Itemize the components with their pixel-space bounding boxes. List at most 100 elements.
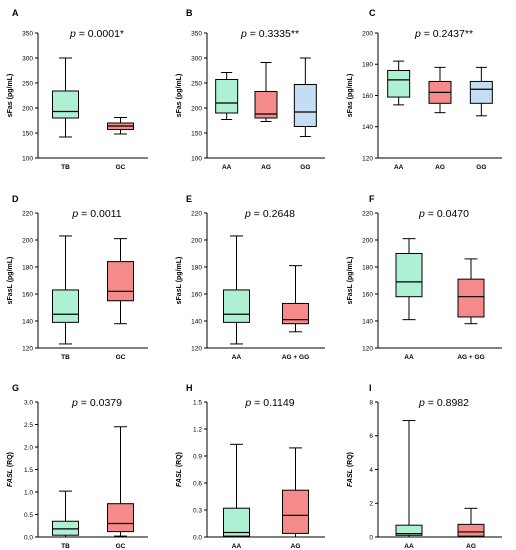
box-aa: [387, 60, 411, 106]
box-gc: [107, 117, 134, 135]
chart-panel-e: Ep = 0.2648 120 140 160 180 200 220 sFasL (pg/m…: [176, 194, 325, 361]
y-tick-label: 300: [22, 55, 33, 62]
box-tb: [52, 490, 79, 538]
p-value-text: = 0.0379: [78, 397, 122, 409]
panel-letter: G: [12, 383, 19, 393]
y-tick-label: 160: [362, 93, 373, 100]
y-tick-label: 0.0: [193, 534, 202, 541]
y-tick-label: 150: [22, 130, 33, 137]
p-value-text: = 0.0470: [425, 208, 469, 220]
panel-letter: A: [12, 8, 19, 18]
unit: (RQ): [7, 452, 14, 469]
y-axis-label: FASL (RQ): [7, 452, 14, 487]
chart-panel-g: Gp = 0.0379 0.0 0.5 1.0 1.5 2.0 2.5 3.0 FASL (RQ…: [7, 383, 148, 550]
x-category-label: TB: [61, 164, 70, 171]
p-value-label: p = 0.2648: [244, 208, 295, 220]
box-tb: [52, 235, 79, 345]
y-tick-label: 220: [362, 210, 373, 217]
box-ag: [254, 62, 278, 122]
iqr-box: [469, 80, 493, 104]
y-tick-label: 2: [369, 501, 373, 508]
box-ag: [282, 447, 309, 538]
iqr-box: [223, 507, 250, 537]
y-tick-label: 0.5: [24, 512, 33, 519]
box-ag-gg: [457, 258, 485, 325]
p-value-label: p = 0.3335**: [240, 28, 299, 40]
box-aa: [223, 443, 250, 538]
iqr-box: [52, 289, 79, 323]
p-value-text: = 0.2437**: [421, 28, 473, 40]
y-axis-label: sFas (pg/mL): [176, 74, 183, 118]
y-tick-label: 1.2: [193, 426, 202, 433]
y-tick-label: 100: [22, 155, 33, 162]
x-category-label: AG: [435, 164, 445, 171]
p-symbol: p: [418, 208, 425, 220]
box-gg: [293, 57, 317, 137]
panel-letter: F: [369, 194, 375, 204]
chart-panel-a: Ap = 0.0001* 100 150 200 250 300 350 sFas (pg/m…: [7, 8, 148, 171]
box-aa: [223, 235, 250, 345]
y-tick-label: 1.0: [24, 489, 33, 496]
iqr-box: [107, 261, 134, 302]
y-tick-label: 0: [369, 534, 373, 541]
box-tb: [52, 57, 79, 138]
x-category-label: AA: [232, 543, 242, 550]
y-axis-label: sFas (pg/mL): [7, 74, 14, 118]
x-category-label: AA: [404, 543, 414, 550]
iqr-box: [387, 70, 411, 98]
y-tick-label: 200: [191, 237, 202, 244]
p-symbol: p: [244, 208, 251, 220]
y-tick-label: 140: [191, 318, 202, 325]
p-value-label: p = 0.0379: [71, 397, 122, 409]
p-value-text: = 0.3335**: [247, 28, 299, 40]
p-value-label: p = 0.2437**: [414, 28, 473, 40]
p-symbol: p: [418, 397, 425, 409]
x-category-label: AA: [222, 164, 232, 171]
iqr-box: [282, 489, 309, 534]
y-tick-label: 1.5: [193, 399, 202, 406]
y-axis-label: sFasL (pg/mL): [347, 257, 354, 305]
y-tick-label: 140: [362, 124, 373, 131]
y-tick-label: 160: [22, 291, 33, 298]
p-value-text: = 0.2648: [251, 208, 295, 220]
x-category-label: GC: [116, 543, 126, 550]
iqr-box: [293, 84, 317, 127]
iqr-box: [223, 289, 250, 323]
iqr-box: [215, 79, 239, 114]
p-value-label: p = 0.0011: [71, 208, 121, 220]
chart-panel-b: Bp = 0.3335** 100 150 200 250 300 350 sFas (pg/…: [176, 8, 325, 171]
y-tick-label: 180: [22, 264, 33, 271]
y-tick-label: 120: [191, 345, 202, 352]
iqr-box: [457, 523, 485, 537]
x-category-label: GG: [300, 164, 310, 171]
box-ag: [428, 66, 452, 114]
iqr-box: [52, 90, 79, 119]
iqr-box: [282, 302, 309, 325]
x-category-label: AG + GG: [457, 354, 484, 361]
x-category-label: AA: [394, 164, 404, 171]
panel-letter: C: [369, 8, 376, 18]
box-aa: [215, 72, 239, 120]
y-tick-label: 150: [191, 130, 202, 137]
y-tick-label: 200: [22, 105, 33, 112]
y-tick-label: 1.5: [24, 467, 33, 474]
panel-letter: H: [186, 383, 193, 393]
y-tick-label: 220: [191, 210, 202, 217]
p-symbol: p: [414, 28, 421, 40]
p-value-text: = 0.0011: [78, 208, 121, 220]
y-tick-label: 160: [191, 291, 202, 298]
y-tick-label: 350: [191, 30, 202, 37]
y-tick-label: 180: [362, 264, 373, 271]
y-tick-label: 0.6: [193, 480, 202, 487]
y-tick-label: 2.5: [24, 422, 33, 429]
y-tick-label: 0.0: [24, 534, 33, 541]
y-tick-label: 250: [191, 80, 202, 87]
y-tick-label: 180: [362, 62, 373, 69]
y-tick-label: 350: [22, 30, 33, 37]
y-tick-label: 100: [191, 155, 202, 162]
y-axis-label: sFasL (pg/mL): [7, 257, 14, 305]
y-tick-label: 8: [369, 399, 373, 406]
iqr-box: [254, 91, 278, 119]
y-tick-label: 120: [362, 155, 373, 162]
